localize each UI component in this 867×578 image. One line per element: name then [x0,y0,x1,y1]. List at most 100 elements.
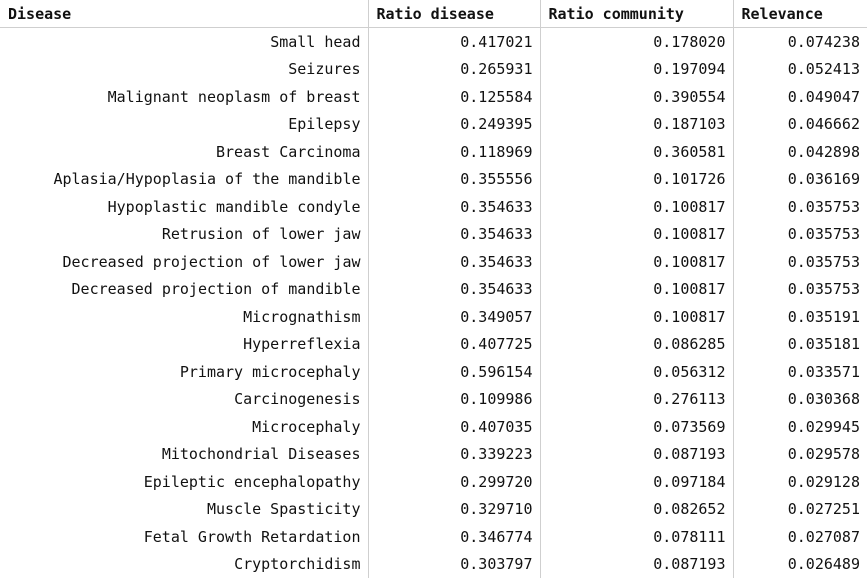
cell-disease: Decreased projection of lower jaw [0,248,368,276]
cell-ratio-disease: 0.329710 [368,496,540,524]
header-row: Disease Ratio disease Ratio community Re… [0,0,867,28]
cell-disease: Decreased projection of mandible [0,276,368,304]
cell-ratio-community: 0.101726 [540,166,733,194]
cell-ratio-community: 0.087193 [540,551,733,578]
cell-ratio-community: 0.178020 [540,28,733,56]
cell-ratio-disease: 0.407035 [368,413,540,441]
cell-disease: Malignant neoplasm of breast [0,83,368,111]
cell-relevance: 0.046662 [733,111,867,139]
table-header: Disease Ratio disease Ratio community Re… [0,0,867,28]
cell-relevance: 0.027251 [733,496,867,524]
cell-relevance: 0.035191 [733,303,867,331]
cell-relevance: 0.035181 [733,331,867,359]
cell-ratio-disease: 0.125584 [368,83,540,111]
cell-disease: Fetal Growth Retardation [0,523,368,551]
cell-ratio-community: 0.100817 [540,193,733,221]
cell-disease: Micrognathism [0,303,368,331]
cell-ratio-community: 0.390554 [540,83,733,111]
cell-ratio-community: 0.360581 [540,138,733,166]
cell-relevance: 0.052413 [733,56,867,84]
cell-ratio-community: 0.078111 [540,523,733,551]
cell-ratio-community: 0.100817 [540,303,733,331]
cell-disease: Seizures [0,56,368,84]
cell-ratio-disease: 0.109986 [368,386,540,414]
cell-ratio-community: 0.276113 [540,386,733,414]
cell-ratio-community: 0.100817 [540,221,733,249]
cell-ratio-disease: 0.354633 [368,193,540,221]
cell-relevance: 0.029128 [733,468,867,496]
cell-disease: Retrusion of lower jaw [0,221,368,249]
cell-ratio-disease: 0.339223 [368,441,540,469]
column-header-ratio-community[interactable]: Ratio community [540,0,733,28]
cell-relevance: 0.026489 [733,551,867,578]
cell-relevance: 0.074238 [733,28,867,56]
cell-ratio-disease: 0.354633 [368,248,540,276]
cell-relevance: 0.030368 [733,386,867,414]
cell-disease: Hyperreflexia [0,331,368,359]
cell-disease: Aplasia/Hypoplasia of the mandible [0,166,368,194]
cell-relevance: 0.035753 [733,221,867,249]
cell-relevance: 0.029578 [733,441,867,469]
cell-ratio-disease: 0.249395 [368,111,540,139]
cell-disease: Hypoplastic mandible condyle [0,193,368,221]
cell-ratio-disease: 0.118969 [368,138,540,166]
cell-ratio-disease: 0.354633 [368,221,540,249]
column-header-relevance[interactable]: Relevance [733,0,867,28]
cell-ratio-disease: 0.349057 [368,303,540,331]
cell-disease: Primary microcephaly [0,358,368,386]
cell-ratio-disease: 0.265931 [368,56,540,84]
cell-ratio-community: 0.073569 [540,413,733,441]
cell-relevance: 0.036169 [733,166,867,194]
cell-ratio-community: 0.100817 [540,248,733,276]
column-header-disease[interactable]: Disease [0,0,368,28]
cell-ratio-disease: 0.299720 [368,468,540,496]
cell-ratio-disease: 0.355556 [368,166,540,194]
cell-disease: Mitochondrial Diseases [0,441,368,469]
cell-ratio-community: 0.097184 [540,468,733,496]
cell-relevance: 0.049047 [733,83,867,111]
cell-disease: Small head [0,28,368,56]
cell-disease: Carcinogenesis [0,386,368,414]
cell-ratio-disease: 0.303797 [368,551,540,578]
cell-ratio-community: 0.086285 [540,331,733,359]
cell-relevance: 0.042898 [733,138,867,166]
cell-ratio-community: 0.197094 [540,56,733,84]
cell-relevance: 0.035753 [733,248,867,276]
cell-ratio-disease: 0.346774 [368,523,540,551]
cell-disease: Breast Carcinoma [0,138,368,166]
cell-ratio-disease: 0.354633 [368,276,540,304]
cell-ratio-community: 0.056312 [540,358,733,386]
cell-relevance: 0.035753 [733,276,867,304]
cell-ratio-community: 0.082652 [540,496,733,524]
cell-disease: Microcephaly [0,413,368,441]
cell-relevance: 0.029945 [733,413,867,441]
cell-ratio-disease: 0.417021 [368,28,540,56]
cell-ratio-disease: 0.407725 [368,331,540,359]
cell-disease: Muscle Spasticity [0,496,368,524]
cell-ratio-community: 0.100817 [540,276,733,304]
cell-disease: Epileptic encephalopathy [0,468,368,496]
column-header-ratio-disease[interactable]: Ratio disease [368,0,540,28]
cell-ratio-community: 0.187103 [540,111,733,139]
